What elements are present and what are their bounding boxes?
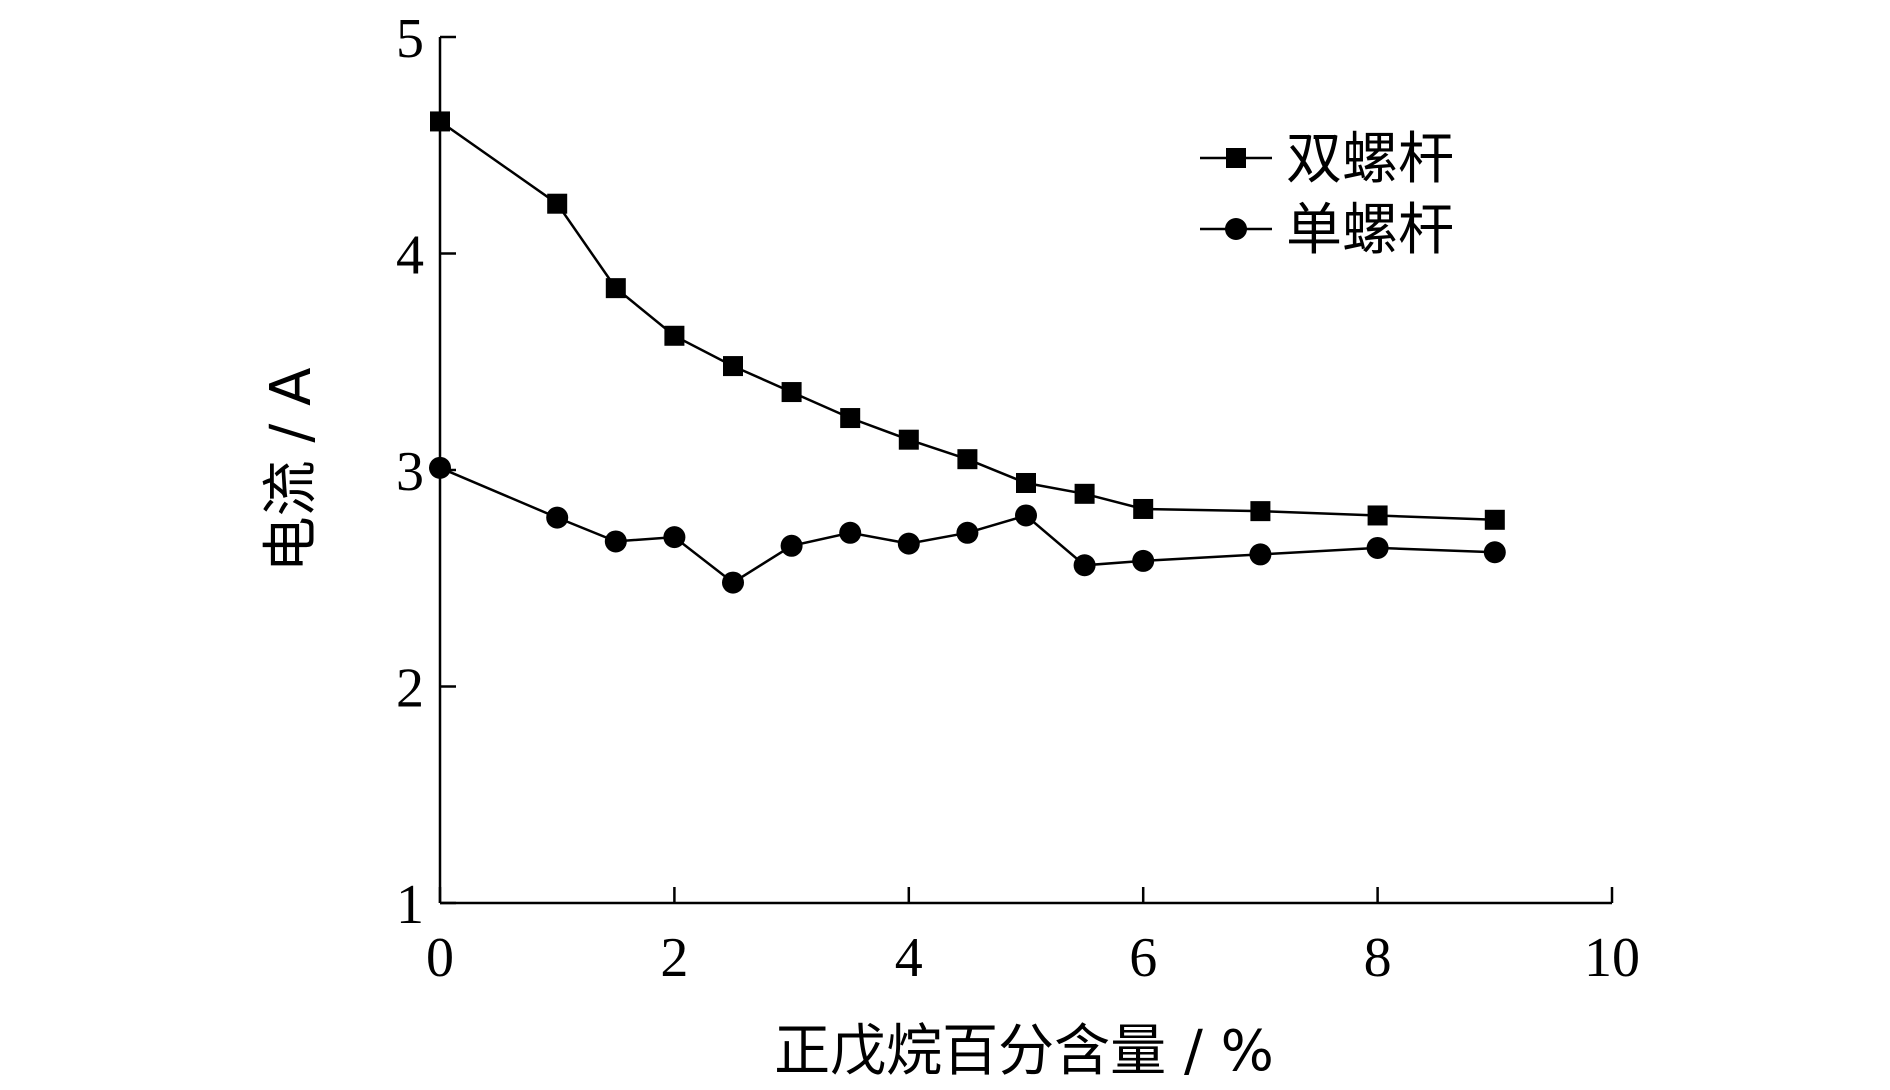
data-point (781, 382, 802, 403)
data-point (546, 506, 569, 529)
data-point (1132, 549, 1155, 572)
data-point (957, 449, 978, 470)
y-tick-label: 4 (396, 225, 424, 287)
y-tick-label: 3 (396, 441, 424, 503)
data-point (1367, 505, 1388, 526)
data-point (898, 429, 919, 450)
data-point (839, 521, 862, 544)
data-point (605, 278, 626, 299)
x-tick-label: 4 (895, 927, 923, 989)
data-point (780, 534, 803, 557)
data-point (429, 456, 451, 479)
data-point (1483, 541, 1506, 564)
legend-label: 双螺杆 (1286, 127, 1454, 192)
data-point (604, 530, 627, 553)
legend-label: 单螺杆 (1286, 198, 1454, 263)
x-axis-title: 正戊烷百分含量 / % (774, 1019, 1274, 1084)
x-tick-label: 6 (1129, 927, 1157, 989)
x-tick-label: 8 (1364, 927, 1392, 989)
legend-item-1: 双螺杆 (1200, 127, 1454, 192)
series-1 (430, 111, 1505, 530)
y-tick-label: 1 (396, 874, 424, 936)
data-point (663, 526, 686, 549)
data-point (430, 111, 450, 132)
legend-item-2: 单螺杆 (1200, 198, 1454, 263)
data-point (1133, 498, 1154, 519)
x-tick-label: 0 (426, 927, 454, 989)
data-point (840, 408, 861, 429)
plot-area (429, 111, 1506, 594)
x-tick-label: 2 (660, 927, 688, 989)
y-tick-label: 5 (396, 8, 424, 70)
y-axis-title: 电流 / A (259, 368, 324, 573)
x-tick-label: 10 (1584, 927, 1640, 989)
data-point (547, 193, 568, 214)
data-point (1249, 543, 1272, 566)
data-point (723, 356, 743, 377)
data-point (897, 532, 920, 555)
data-point (1366, 536, 1389, 559)
data-point (1015, 504, 1037, 527)
y-tick-label: 2 (396, 658, 424, 720)
data-point (1250, 501, 1271, 522)
data-point (722, 571, 744, 594)
legend-marker (1225, 218, 1247, 240)
data-point (1073, 554, 1096, 577)
series-2 (429, 456, 1506, 594)
data-point (1016, 472, 1036, 493)
data-point (956, 521, 979, 544)
legend-marker (1226, 148, 1246, 168)
data-point (1074, 483, 1095, 504)
data-point (664, 325, 685, 346)
data-point (1484, 509, 1505, 530)
